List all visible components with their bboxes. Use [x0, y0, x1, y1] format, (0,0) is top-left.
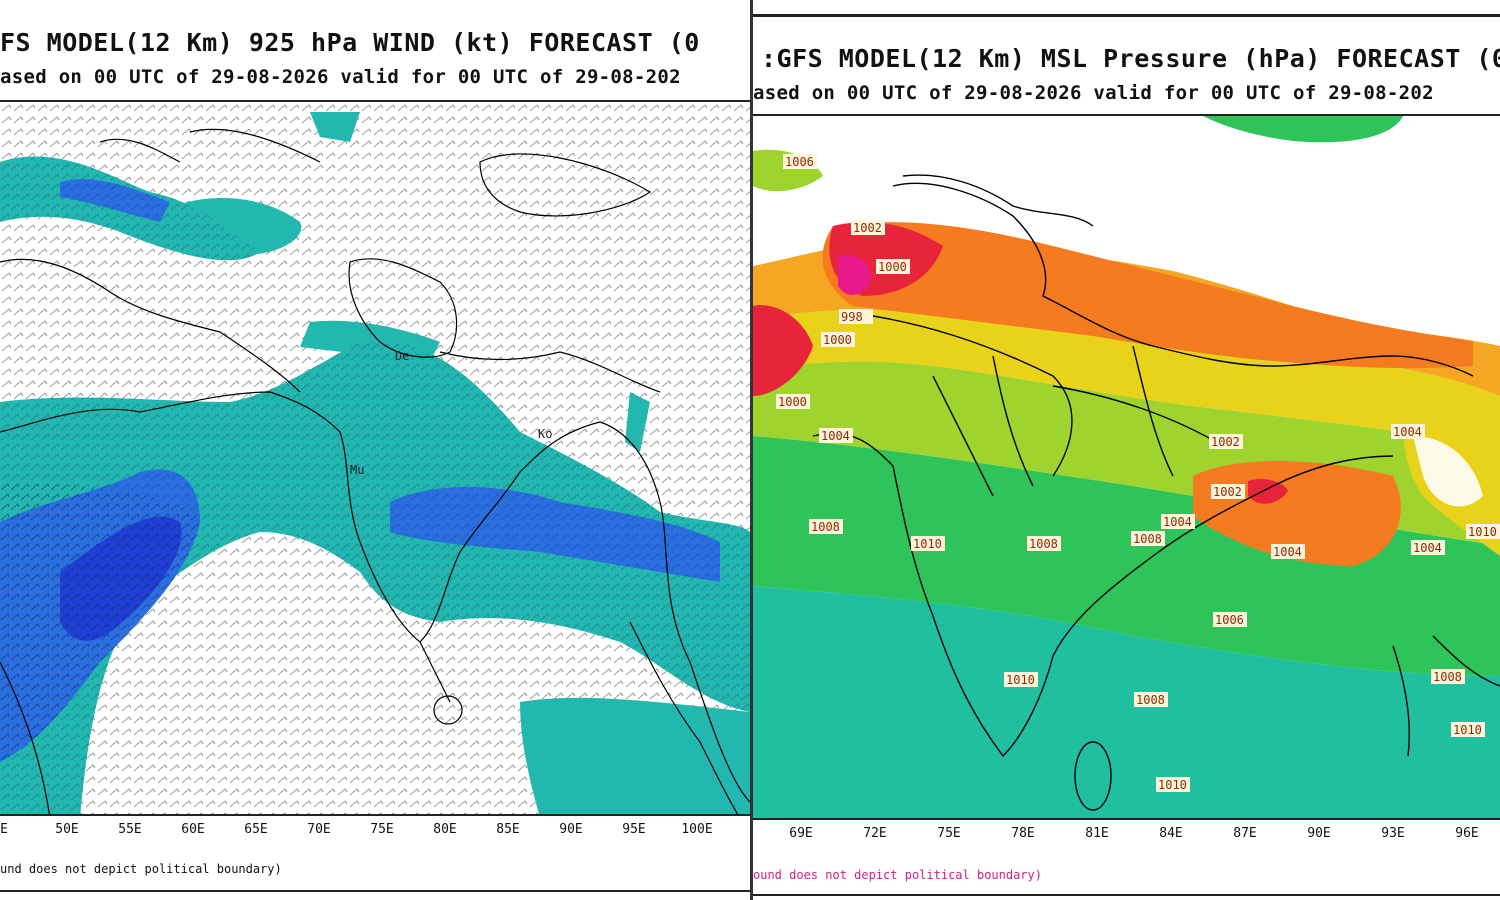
isobar-label: 1010 [1468, 525, 1497, 539]
lon-tick-6: 87E [1233, 826, 1257, 841]
pressure-forecast-panel: :GFS MODEL(12 Km) MSL Pressure (hPa) FOR… [750, 0, 1500, 900]
isobar-label-bg [876, 259, 910, 274]
isobar-label: 1002 [1211, 435, 1240, 449]
lon-tick-11: 100E [681, 822, 713, 837]
isobar-label-bg [1027, 536, 1061, 551]
isobar-label-bg [819, 428, 853, 443]
isobar-label-bg [851, 220, 885, 235]
isobar-label: 1004 [821, 429, 850, 443]
isobar-label-bg [1156, 777, 1190, 792]
pressure-map-subtitle: ased on 00 UTC of 29-08-2026 valid for 0… [753, 82, 1434, 104]
lon-tick-4: 65E [244, 822, 268, 837]
isobar-label: 1010 [1006, 673, 1035, 687]
lon-tick-6: 75E [370, 822, 394, 837]
lon-tick-3: 78E [1011, 826, 1035, 841]
isobar-label: 1004 [1163, 515, 1192, 529]
city-label-ko: Ko [538, 427, 552, 441]
isobar-label: 1008 [811, 520, 840, 534]
isobar-label: 1000 [878, 260, 907, 274]
isobar-label-bg [1466, 524, 1500, 539]
isobar-label: 1006 [1215, 613, 1244, 627]
isobar-label-bg [1131, 531, 1165, 546]
isobar-label-bg [839, 309, 873, 324]
lon-tick-7: 80E [433, 822, 457, 837]
lon-tick-5: 70E [307, 822, 331, 837]
isobar-label-bg [911, 536, 945, 551]
isobar-label: 1008 [1133, 532, 1162, 546]
isobar-label-bg [1431, 669, 1465, 684]
isobar-label-bg [1451, 722, 1485, 737]
lon-tick-5: 84E [1159, 826, 1183, 841]
lon-tick-8: 85E [496, 822, 520, 837]
lon-tick-0: E [0, 822, 8, 837]
isobar-label: 1000 [778, 395, 807, 409]
isobar-label: 1006 [785, 155, 814, 169]
wind-map-coastlines [0, 128, 750, 814]
pressure-map-disclaimer: ound does not depict political boundary) [753, 868, 1042, 882]
wind-map-svg: De Mu Ko [0, 102, 750, 814]
wind-map-title: FS MODEL(12 Km) 925 hPa WIND (kt) FORECA… [0, 28, 700, 57]
isobar-label: 1008 [1029, 537, 1058, 551]
pressure-band-998 [838, 254, 872, 296]
isobar-label-bg [1209, 434, 1243, 449]
isobar-label-bg [1134, 692, 1168, 707]
pressure-map-bottom-rule [753, 894, 1500, 896]
isobar-label: 1004 [1393, 425, 1422, 439]
lon-tick-9: 96E [1455, 826, 1479, 841]
pressure-map-title: :GFS MODEL(12 Km) MSL Pressure (hPa) FOR… [761, 44, 1500, 73]
isobar-label-bg [809, 519, 843, 534]
isobar-label: 998 [841, 310, 863, 324]
isobar-label: 1010 [913, 537, 942, 551]
wind-map-subtitle: ased on 00 UTC of 29-08-2026 valid for 0… [0, 66, 681, 88]
isobar-label-bg [1411, 540, 1445, 555]
isobar-label-bg [1211, 484, 1245, 499]
isobar-label: 1008 [1136, 693, 1165, 707]
isobar-label-bg [783, 154, 817, 169]
wind-map-bottom-rule [0, 890, 750, 892]
city-label-mu: Mu [350, 463, 364, 477]
lon-tick-3: 60E [181, 822, 205, 837]
isobar-label: 1002 [1213, 485, 1242, 499]
isobar-label: 1002 [853, 221, 882, 235]
lon-tick-4: 81E [1085, 826, 1109, 841]
isobar-label-bg [1161, 514, 1195, 529]
isobar-label-bg [1213, 612, 1247, 627]
pressure-top-rule [753, 0, 1500, 17]
lon-tick-1: 50E [55, 822, 79, 837]
lon-tick-7: 90E [1307, 826, 1331, 841]
lon-tick-8: 93E [1381, 826, 1405, 841]
lon-tick-2: 75E [937, 826, 961, 841]
isobar-label: 1008 [1433, 670, 1462, 684]
pressure-band-1010 [753, 436, 1500, 676]
pressure-band-1002 [822, 222, 1473, 369]
wind-map-canvas: De Mu Ko [0, 100, 750, 816]
lon-tick-0: 69E [789, 826, 813, 841]
lon-tick-1: 72E [863, 826, 887, 841]
pressure-map-outlines [812, 174, 1500, 811]
wind-map-disclaimer: und does not depict political boundary) [0, 862, 282, 876]
isobar-label-bg [1004, 672, 1038, 687]
isobar-label-bg [1391, 424, 1425, 439]
isobar-label: 1010 [1453, 723, 1482, 737]
pressure-map-canvas: 1006 1002 1000 998 1000 1000 1004 1002 1004 1008 1… [753, 114, 1500, 820]
lon-tick-2: 55E [118, 822, 142, 837]
pressure-band-1012 [753, 586, 1500, 818]
isobar-label: 1000 [823, 333, 852, 347]
lon-tick-10: 95E [622, 822, 646, 837]
isobar-label-bg [1271, 544, 1305, 559]
pressure-band-1006 [753, 309, 1500, 446]
wind-forecast-panel: FS MODEL(12 Km) 925 hPa WIND (kt) FORECA… [0, 28, 750, 892]
isobar-label: 1004 [1273, 545, 1302, 559]
isobar-label: 1010 [1158, 778, 1187, 792]
isobar-label-bg [821, 332, 855, 347]
isobar-label-bg [776, 394, 810, 409]
city-label-de: De [395, 349, 409, 363]
lon-tick-9: 90E [559, 822, 583, 837]
isobar-label: 1004 [1413, 541, 1442, 555]
